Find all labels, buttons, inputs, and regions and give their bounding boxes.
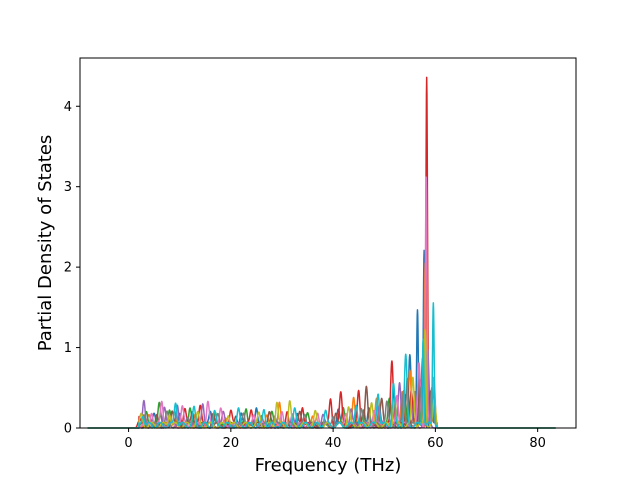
plot-frame xyxy=(79,57,577,429)
x-tick-label: 40 xyxy=(325,436,342,451)
y-tick-label: 0 xyxy=(64,422,72,437)
y-tick-label: 4 xyxy=(64,100,72,115)
x-tick-label: 20 xyxy=(223,436,240,451)
x-tick-label: 80 xyxy=(529,436,546,451)
x-tick-label: 0 xyxy=(124,436,132,451)
x-axis-label: Frequency (THz) xyxy=(255,455,402,476)
x-tick-label: 60 xyxy=(427,436,444,451)
y-tick-label: 2 xyxy=(64,261,72,276)
x-axis: 0 20 40 60 80 xyxy=(124,428,546,451)
plot-background xyxy=(80,58,576,428)
y-axis: 0 1 2 3 4 xyxy=(64,100,80,437)
y-axis-label: Partial Density of States xyxy=(35,135,56,352)
y-tick-label: 1 xyxy=(64,341,72,356)
y-tick-label: 3 xyxy=(64,180,72,195)
